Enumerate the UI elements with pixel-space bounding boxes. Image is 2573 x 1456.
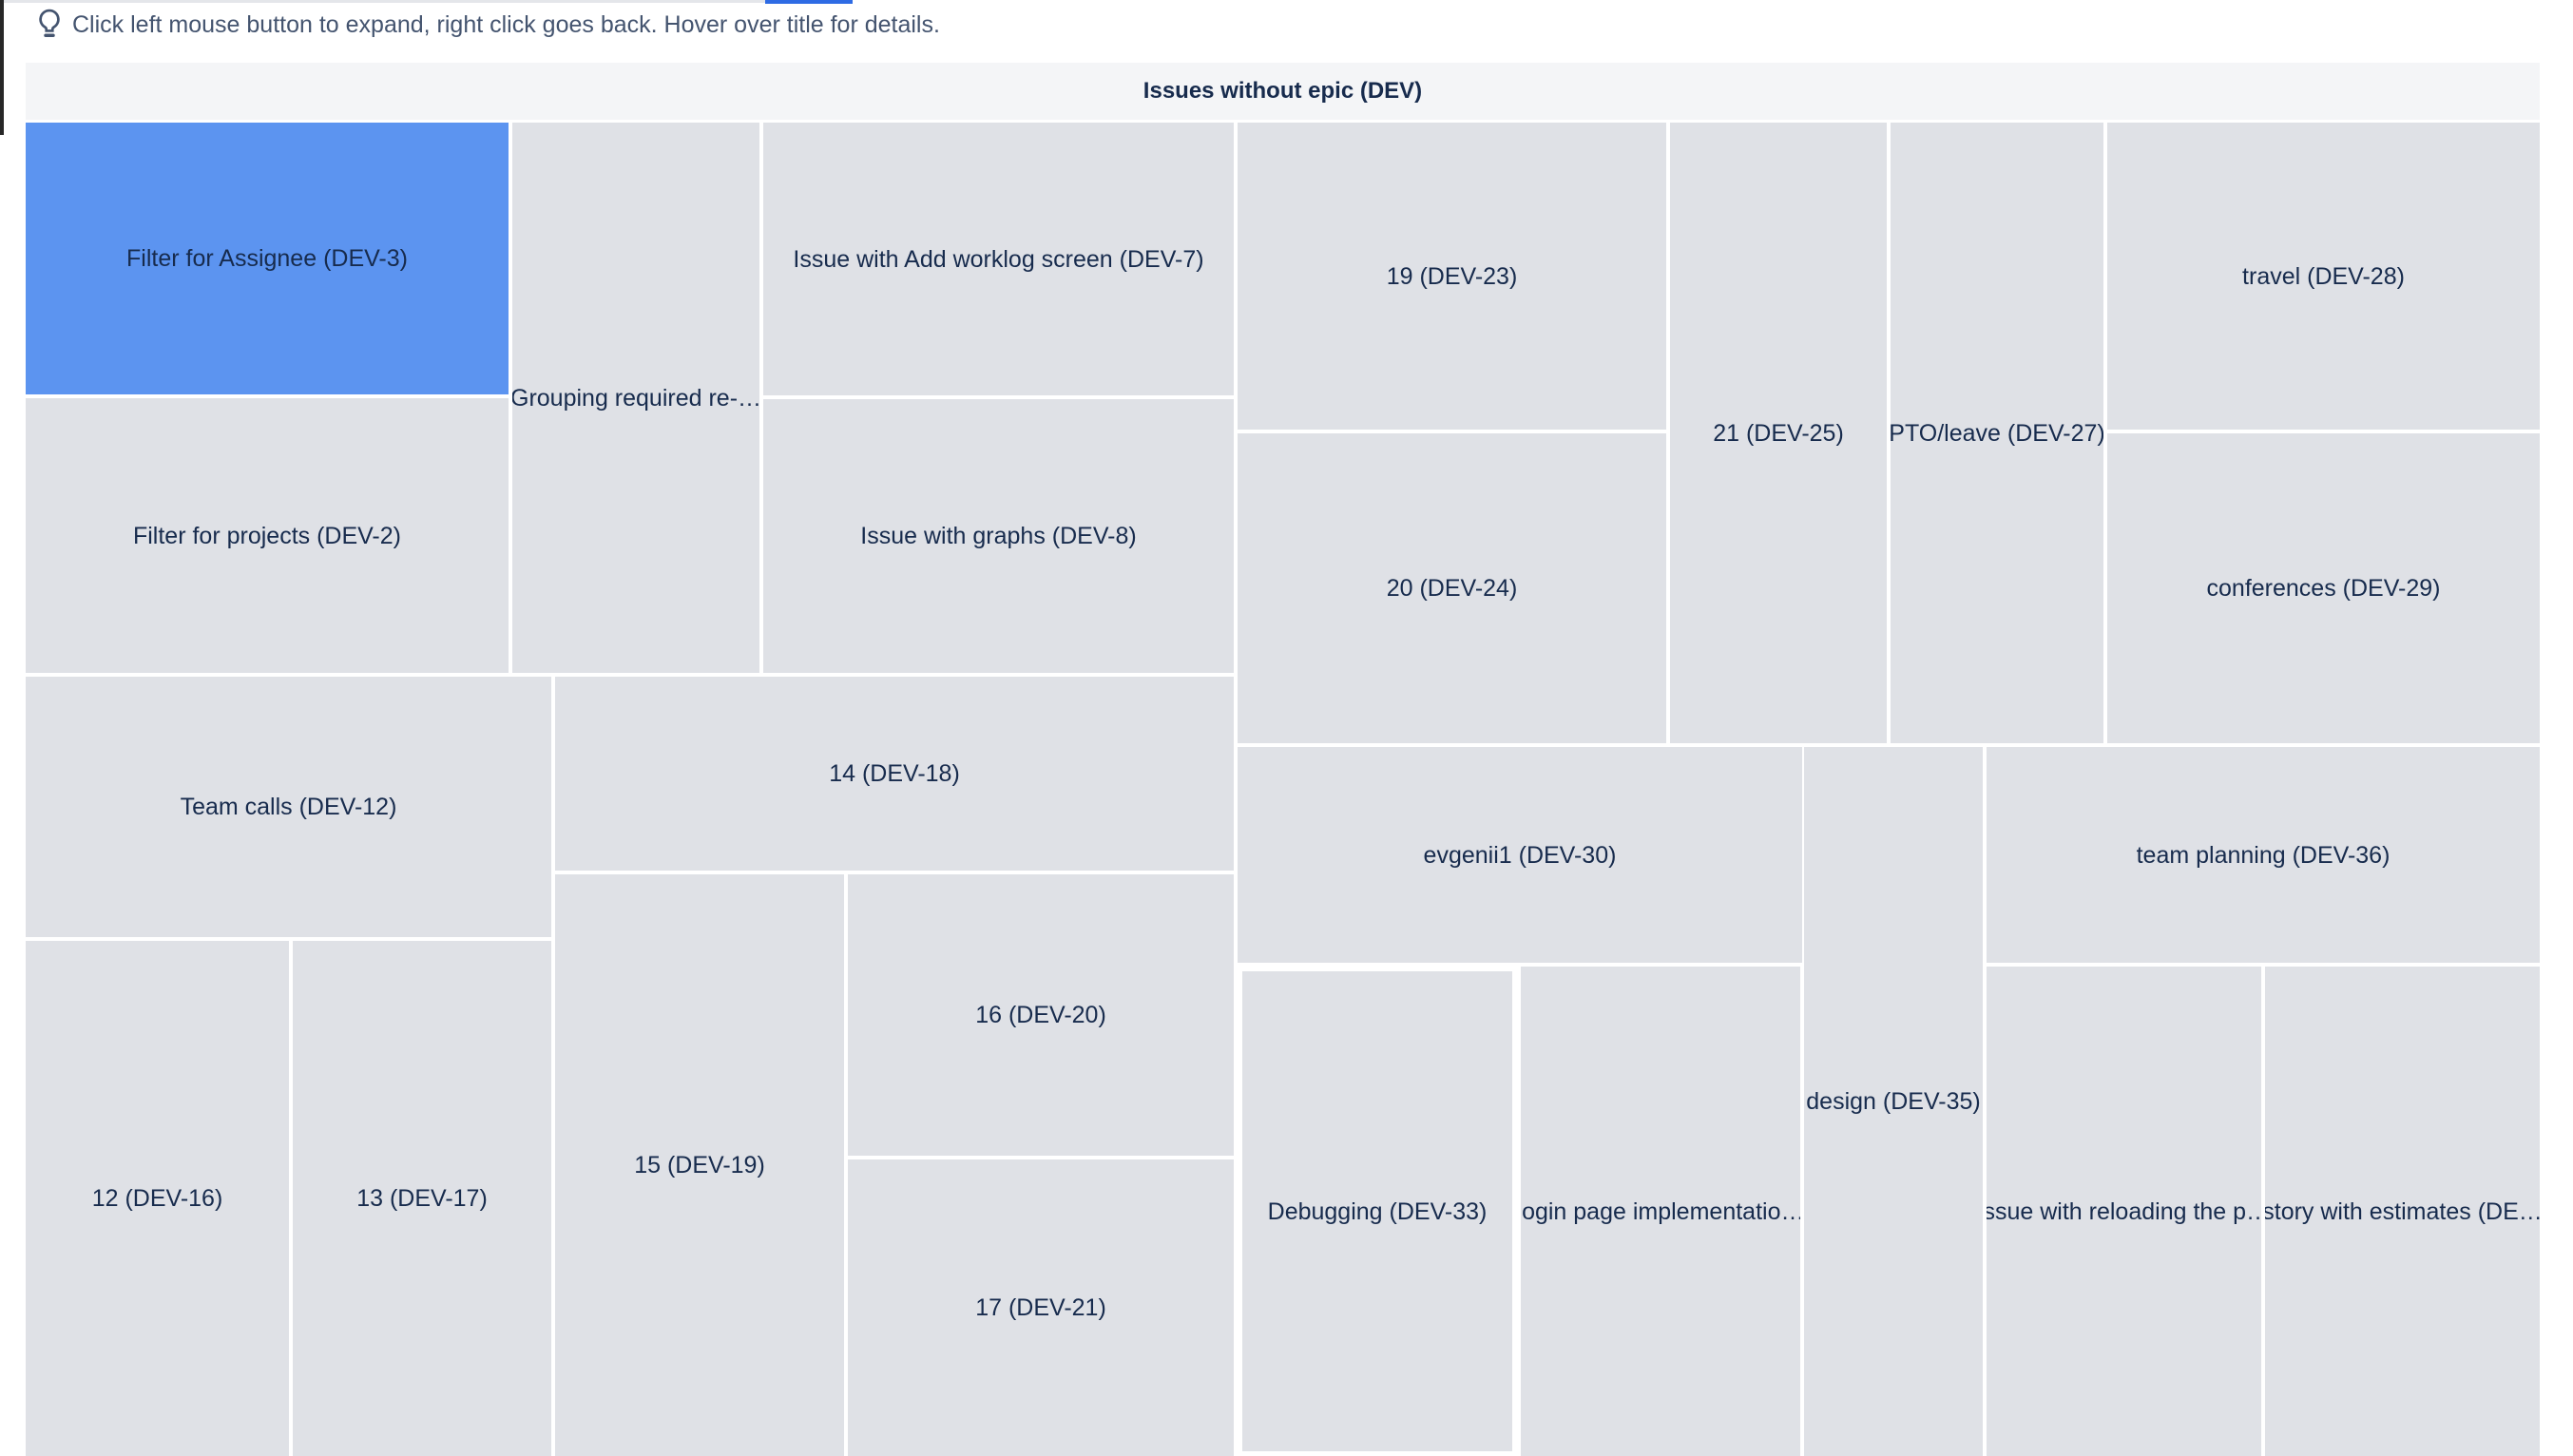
tile-dev-25[interactable]: 21 (DEV-25)	[1670, 123, 1887, 743]
tile-dev-18[interactable]: 14 (DEV-18)	[555, 677, 1234, 871]
tile-grouping-required[interactable]: Grouping required re-…	[512, 123, 759, 673]
tile-dev-33[interactable]: Debugging (DEV-33)	[1238, 967, 1517, 1456]
tile-dev-12[interactable]: Team calls (DEV-12)	[26, 677, 551, 937]
tile-dev-2[interactable]: Filter for projects (DEV-2)	[26, 398, 509, 673]
hint-text: Click left mouse button to expand, right…	[72, 10, 940, 38]
tile-story-with-estimates[interactable]: story with estimates (DE…	[2265, 967, 2540, 1456]
tile-dev-8[interactable]: Issue with graphs (DEV-8)	[763, 399, 1234, 673]
tile-dev-16[interactable]: 12 (DEV-16)	[26, 941, 289, 1456]
active-tab-indicator	[765, 0, 853, 4]
tab-bar-divider	[4, 0, 765, 3]
tile-login-page-implementation[interactable]: login page implementatio…	[1521, 967, 1800, 1456]
tile-dev-29[interactable]: conferences (DEV-29)	[2107, 433, 2540, 743]
lightbulb-icon	[36, 8, 63, 42]
tile-dev-7[interactable]: Issue with Add worklog screen (DEV-7)	[763, 123, 1234, 395]
tile-issue-with-reloading[interactable]: issue with reloading the p…	[1987, 967, 2261, 1456]
tile-dev-28[interactable]: travel (DEV-28)	[2107, 123, 2540, 430]
treemap-issues-without-epic: Issues without epic (DEV) Filter for Ass…	[26, 63, 2540, 1456]
tile-dev-23[interactable]: 19 (DEV-23)	[1238, 123, 1666, 430]
tile-dev-20[interactable]: 16 (DEV-20)	[848, 874, 1234, 1156]
tile-dev-3[interactable]: Filter for Assignee (DEV-3)	[26, 123, 509, 394]
tile-dev-21[interactable]: 17 (DEV-21)	[848, 1159, 1234, 1456]
tile-dev-36[interactable]: team planning (DEV-36)	[1987, 747, 2540, 963]
tile-dev-27[interactable]: PTO/leave (DEV-27)	[1891, 123, 2103, 743]
window-left-edge	[0, 0, 4, 135]
tile-dev-30[interactable]: evgenii1 (DEV-30)	[1238, 747, 1802, 963]
tile-dev-17[interactable]: 13 (DEV-17)	[293, 941, 551, 1456]
tile-dev-24[interactable]: 20 (DEV-24)	[1238, 433, 1666, 743]
hint-row: Click left mouse button to expand, right…	[36, 6, 940, 44]
tile-dev-19[interactable]: 15 (DEV-19)	[555, 874, 844, 1456]
treemap-root-title[interactable]: Issues without epic (DEV)	[26, 63, 2540, 120]
tile-dev-35[interactable]: design (DEV-35)	[1804, 747, 1983, 1456]
